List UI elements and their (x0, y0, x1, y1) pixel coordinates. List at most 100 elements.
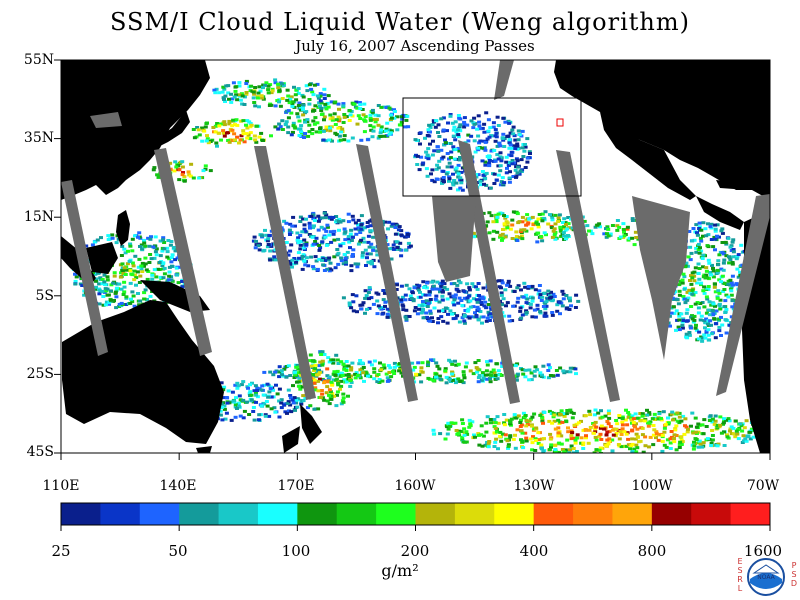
cloud-pixel (274, 383, 278, 387)
cloud-pixel (530, 441, 535, 445)
cloud-pixel (626, 238, 631, 242)
cloud-pixel (724, 308, 729, 311)
cloud-pixel (269, 407, 274, 411)
cloud-pixel (681, 414, 686, 418)
cloud-pixel (355, 106, 360, 110)
cloud-pixel (260, 96, 265, 100)
cloud-pixel (114, 306, 119, 310)
cloud-pixel (448, 186, 453, 190)
cloud-pixel (566, 426, 570, 430)
cloud-pixel (400, 117, 405, 121)
cloud-pixel (226, 131, 231, 135)
cloud-pixel (269, 134, 273, 138)
cloud-pixel (447, 179, 451, 183)
cloud-pixel (628, 447, 632, 451)
cloud-pixel (524, 439, 529, 443)
cloud-pixel (237, 394, 242, 398)
cloud-pixel (489, 214, 494, 218)
cloud-pixel (162, 272, 167, 276)
cloud-pixel (448, 424, 452, 428)
cloud-pixel (626, 443, 631, 447)
cloud-pixel (273, 410, 278, 414)
cloud-pixel (719, 267, 724, 271)
cloud-pixel (312, 219, 317, 222)
cloud-pixel (506, 164, 511, 167)
cloud-pixel (484, 421, 489, 425)
cloud-pixel (634, 432, 639, 436)
cloud-pixel (556, 431, 561, 435)
cloud-pixel (514, 175, 518, 179)
swath-gap (90, 112, 122, 128)
cloud-pixel (169, 256, 174, 260)
cloud-pixel (138, 245, 142, 248)
cloud-pixel (245, 126, 250, 130)
cloud-pixel (502, 222, 507, 226)
cloud-pixel (249, 393, 254, 397)
cloud-pixel (348, 246, 352, 250)
cloud-pixel (469, 119, 474, 123)
cloud-pixel (714, 309, 719, 313)
cloud-pixel (727, 261, 732, 265)
cloud-pixel (558, 366, 563, 370)
cloud-pixel (367, 360, 372, 364)
cloud-pixel (533, 437, 538, 441)
cloud-pixel (245, 136, 250, 140)
cloud-pixel (702, 319, 707, 323)
cloud-pixel (597, 448, 602, 452)
cloud-pixel (203, 164, 208, 168)
cloud-pixel (449, 165, 454, 169)
cloud-pixel (538, 293, 543, 297)
cloud-pixel (731, 255, 736, 259)
cloud-pixel (286, 364, 291, 368)
cloud-pixel (341, 242, 346, 245)
cloud-pixel (674, 309, 679, 313)
cloud-pixel (535, 368, 540, 372)
cloud-pixel (689, 305, 694, 308)
cloud-pixel (502, 314, 507, 318)
cloud-pixel (546, 222, 551, 226)
swath-gap (356, 144, 418, 402)
cloud-pixel (259, 404, 264, 408)
cloud-pixel (352, 102, 357, 106)
cloud-pixel (541, 305, 546, 308)
cloud-pixel (279, 406, 284, 410)
cloud-pixel (294, 401, 299, 405)
cloud-pixel (277, 370, 282, 374)
cloud-pixel (397, 123, 402, 127)
cloud-pixel (557, 213, 562, 217)
cloud-pixel (358, 240, 363, 244)
cloud-pixel (408, 244, 413, 248)
cloud-pixel (707, 313, 712, 317)
cloud-pixel (363, 248, 368, 252)
cloud-pixel (307, 83, 312, 87)
colorbar-swatch (454, 503, 495, 525)
cloud-pixel (173, 258, 178, 262)
caribbean-cuba (716, 180, 752, 190)
cloud-pixel (564, 223, 568, 226)
cloud-pixel (133, 234, 137, 238)
cloud-pixel (460, 304, 465, 307)
cloud-pixel (356, 218, 361, 222)
cloud-pixel (488, 418, 493, 421)
cloud-pixel (692, 238, 697, 242)
cloud-pixel (557, 300, 562, 304)
cloud-pixel (366, 291, 371, 294)
cloud-pixel (94, 287, 99, 291)
cloud-pixel (384, 106, 389, 109)
cloud-pixel (251, 410, 256, 413)
cloud-pixel (420, 361, 425, 365)
cloud-pixel (285, 411, 289, 415)
cloud-pixel (507, 176, 512, 180)
cloud-pixel (456, 301, 461, 305)
cloud-pixel (136, 235, 140, 239)
cloud-pixel (298, 243, 303, 247)
cloud-pixel (709, 444, 714, 447)
cloud-pixel (106, 238, 111, 241)
cloud-pixel (568, 370, 573, 374)
cloud-pixel (368, 252, 373, 256)
cloud-pixel (415, 163, 420, 166)
cloud-pixel (230, 97, 235, 101)
cloud-pixel (346, 373, 351, 376)
cloud-pixel (567, 308, 572, 311)
cloud-pixel (122, 266, 127, 270)
